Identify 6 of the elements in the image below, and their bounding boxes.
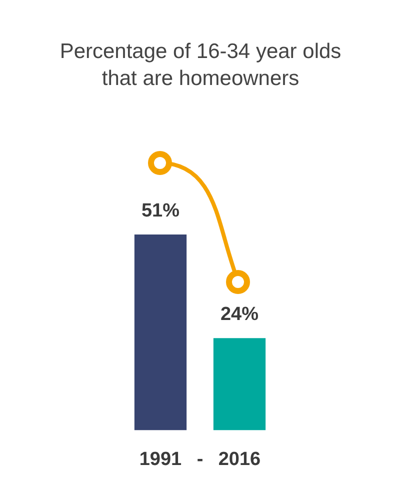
x-tick-label: 1991 xyxy=(139,448,182,470)
text: - xyxy=(196,448,204,470)
data-label: 51% xyxy=(141,200,180,222)
x-tick-label: 2016 xyxy=(218,448,261,470)
chart-title: Percentage of 16-34 year olds that are homeowners xyxy=(58,39,342,92)
data-label: 24% xyxy=(220,304,259,325)
